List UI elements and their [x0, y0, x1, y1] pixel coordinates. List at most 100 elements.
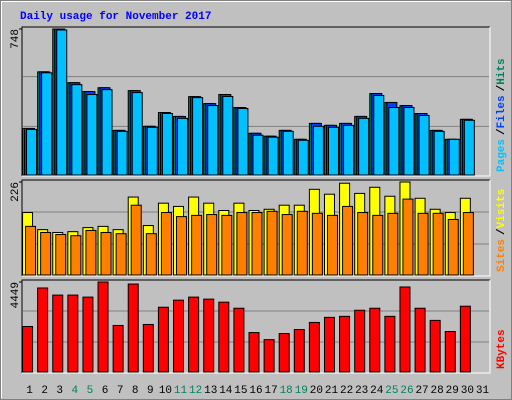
bar	[221, 214, 233, 276]
bar	[176, 216, 188, 276]
bar	[40, 231, 52, 276]
x-tick-label: 22	[340, 385, 353, 397]
legend: Pages/Files/Hits	[496, 58, 508, 172]
x-tick-label: 6	[102, 385, 109, 397]
bar	[145, 233, 157, 276]
bar	[37, 287, 49, 373]
x-tick-label: 24	[370, 385, 384, 397]
bar	[56, 29, 68, 176]
bar	[236, 212, 248, 276]
bar	[296, 210, 308, 276]
bar	[433, 130, 445, 176]
bar	[82, 296, 94, 373]
bar	[101, 89, 113, 176]
y-tick-label: 748	[10, 29, 22, 49]
plot-border	[21, 26, 490, 176]
bar	[70, 235, 82, 276]
x-tick-label: 15	[234, 385, 247, 397]
bar	[282, 130, 294, 176]
bar	[448, 138, 460, 176]
legend-entry: Visits	[496, 189, 508, 229]
bar	[222, 95, 234, 176]
bar	[85, 229, 97, 276]
plot-border	[22, 280, 491, 374]
x-tick-label: 7	[117, 385, 124, 397]
bar	[146, 126, 158, 176]
bar	[52, 294, 64, 373]
bar	[387, 212, 399, 276]
bar	[357, 212, 369, 276]
x-tick-label: 3	[56, 385, 63, 397]
x-tick-label: 14	[219, 385, 233, 397]
bar	[86, 94, 98, 176]
bar	[252, 134, 264, 176]
bar	[372, 214, 384, 276]
bar	[131, 92, 143, 176]
legend-separator: /	[496, 228, 508, 235]
bar	[25, 225, 37, 276]
legend: KBytes	[496, 329, 508, 369]
bar	[248, 332, 260, 373]
bar	[342, 205, 354, 276]
bar	[444, 331, 456, 373]
bar	[384, 315, 396, 373]
bar	[459, 305, 471, 373]
legend-entry: Hits	[496, 58, 508, 84]
bar	[432, 212, 444, 276]
bar	[207, 105, 219, 176]
bar	[157, 306, 169, 373]
bar	[192, 97, 204, 176]
legend-entry: Files	[496, 95, 508, 128]
bar	[41, 72, 53, 176]
bar	[388, 107, 400, 176]
x-tick-label: 29	[446, 385, 459, 397]
bar	[71, 84, 83, 176]
legend-separator: /	[496, 128, 508, 135]
x-tick-label: 8	[132, 385, 139, 397]
bar	[293, 329, 305, 373]
bar	[233, 307, 245, 373]
bar	[343, 124, 355, 176]
chart-title: Daily usage for November 2017	[20, 11, 211, 23]
x-tick-label: 4	[72, 385, 79, 397]
plot-border	[22, 27, 491, 177]
x-tick-label: 13	[204, 385, 217, 397]
bar	[373, 94, 385, 176]
x-tick-label: 30	[461, 385, 474, 397]
y-tick-label: 226	[10, 182, 22, 202]
bar	[67, 294, 79, 373]
bar	[263, 339, 275, 373]
bar	[100, 231, 112, 276]
bar	[161, 113, 173, 176]
legend-entry: KBytes	[496, 329, 508, 369]
bar	[130, 204, 142, 276]
bar	[311, 212, 323, 276]
x-tick-label: 18	[280, 385, 293, 397]
x-tick-label: 2	[41, 385, 48, 397]
legend-entry: Pages	[496, 139, 508, 172]
x-tick-label: 26	[400, 385, 413, 397]
bar	[112, 324, 124, 373]
x-tick-label: 27	[415, 385, 428, 397]
bar	[55, 234, 67, 276]
x-tick-label: 5	[87, 385, 94, 397]
bar	[327, 126, 339, 176]
bar	[339, 315, 351, 373]
x-tick-label: 19	[295, 385, 308, 397]
bar	[188, 296, 200, 373]
x-tick-label: 16	[249, 385, 262, 397]
bar	[173, 299, 185, 373]
bar	[414, 307, 426, 373]
x-tick-label: 28	[431, 385, 444, 397]
x-tick-label: 17	[264, 385, 277, 397]
bar	[267, 136, 279, 176]
bar	[308, 321, 320, 373]
x-tick-label: 21	[325, 385, 339, 397]
bar	[281, 214, 293, 276]
bar	[218, 301, 230, 373]
bar	[417, 212, 429, 276]
bar	[191, 214, 203, 276]
y-tick-label: 4449	[10, 282, 22, 308]
